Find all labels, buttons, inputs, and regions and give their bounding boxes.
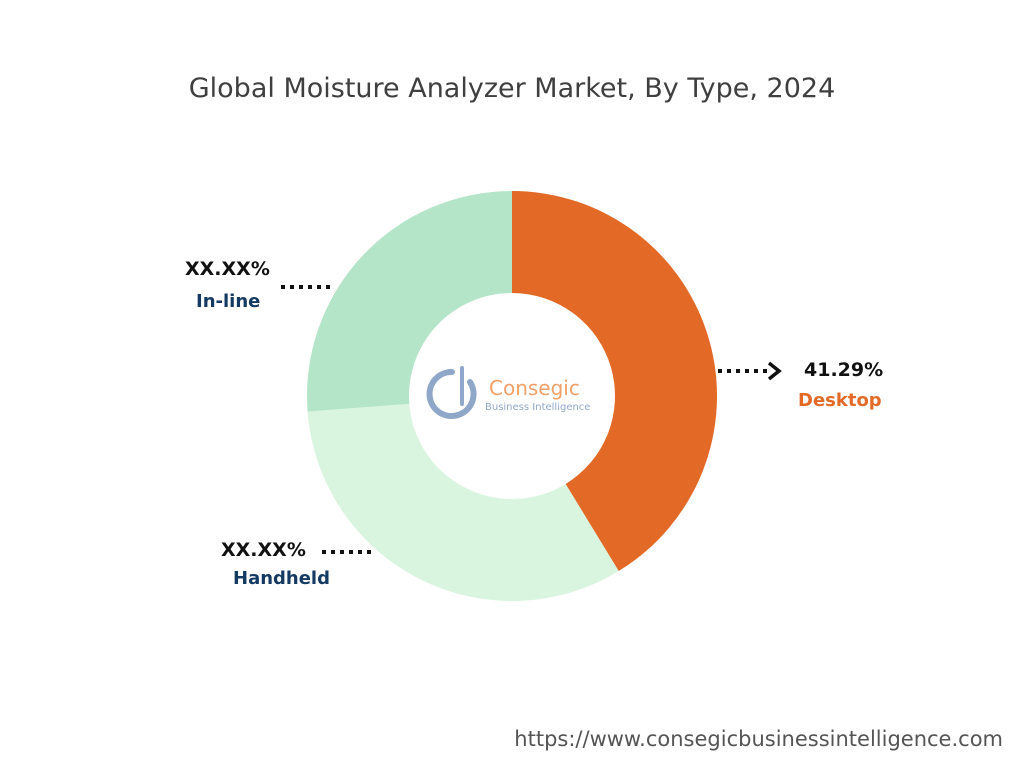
label-desktop: 41.29% Desktop [718, 359, 883, 411]
value-handheld: XX.XX% [221, 539, 306, 561]
value-desktop: 41.29% [804, 359, 883, 381]
arrow-head-icon [767, 361, 782, 381]
donut-slices [307, 191, 717, 601]
slice-desktop [512, 191, 717, 572]
label-handheld: XX.XX% Handheld [221, 539, 376, 589]
category-handheld: Handheld [233, 568, 330, 589]
logo-wordmark: Consegic [489, 376, 580, 400]
chart-title: Global Moisture Analyzer Market, By Type… [189, 73, 836, 104]
slice-inline [307, 191, 512, 412]
label-inline: XX.XX% In-line [185, 258, 334, 312]
slice-handheld [307, 403, 619, 601]
category-desktop: Desktop [798, 390, 882, 411]
logo-tagline: Business Intelligence [485, 402, 590, 413]
value-inline: XX.XX% [185, 258, 270, 280]
logo-arc-icon [426, 368, 477, 419]
category-inline: In-line [196, 291, 260, 312]
consegic-logo: Consegic Business Intelligence [426, 366, 590, 419]
source-url: https://www.consegicbusinessintelligence… [514, 727, 1003, 751]
